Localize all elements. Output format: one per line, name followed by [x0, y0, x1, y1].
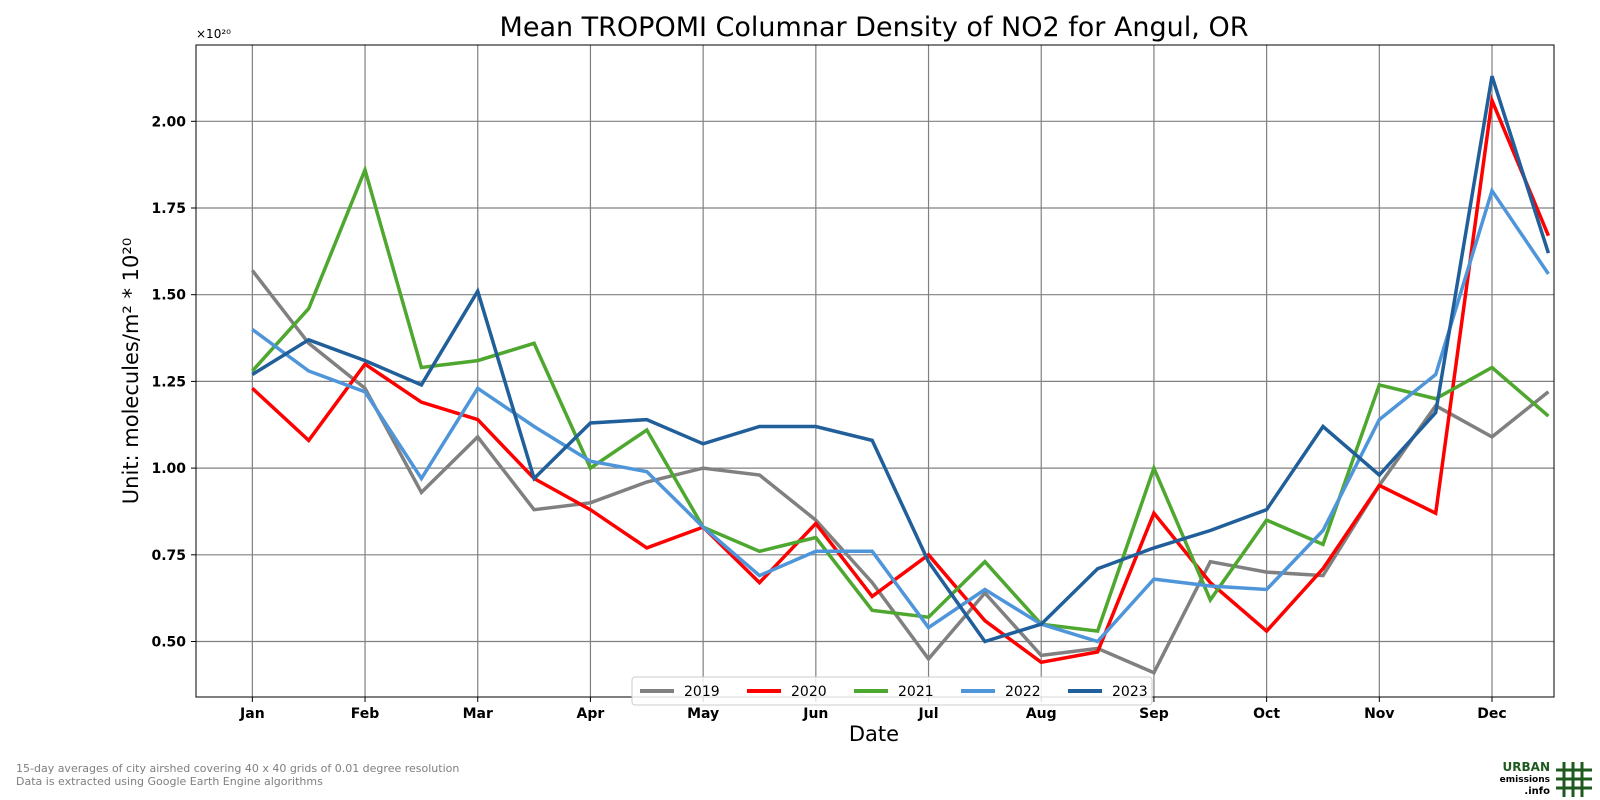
x-tick-label: Mar: [463, 706, 493, 722]
series-line-2020: [251, 93, 1551, 665]
x-tick-label: Aug: [1026, 706, 1057, 722]
x-tick-label: Feb: [351, 706, 380, 722]
logo-line-3: .info: [1524, 786, 1550, 797]
y-tick-label: 1.50: [151, 288, 186, 304]
grid: [196, 45, 1554, 697]
y-axis-multiplier: ×10²⁰: [196, 27, 231, 41]
footnote-line-1: 15-day averages of city airshed covering…: [16, 762, 460, 775]
series-line-2023: [251, 75, 1551, 644]
x-tick-label: Jul: [918, 706, 939, 722]
logo-line-2: emissions: [1499, 775, 1550, 785]
x-tick-label: Sep: [1139, 706, 1169, 722]
series-lines: [250, 75, 1551, 675]
x-axis: Jan Feb Mar Apr May Jun Jul Aug Sep Oct Nov Dec: [239, 697, 1507, 722]
y-tick-label: 2.00: [151, 114, 186, 130]
x-axis-label: Date: [849, 722, 899, 746]
x-tick-label: Nov: [1364, 706, 1394, 722]
logo-line-1: URBAN: [1502, 760, 1550, 774]
legend-box: [631, 676, 1153, 706]
series-line-2022: [251, 186, 1550, 644]
y-tick-label: 0.75: [151, 548, 186, 564]
y-tick-label: 1.75: [151, 201, 186, 217]
x-tick-label: Jun: [802, 706, 828, 722]
plot-frame: [195, 44, 1555, 698]
x-tick-label: Dec: [1477, 706, 1506, 722]
y-axis-label: Unit: molecules/m² * 10²⁰: [119, 238, 143, 504]
y-axis: 0.50 0.75 1.00 1.25 1.50 1.75 2.00: [151, 114, 196, 651]
y-tick-label: 1.00: [151, 461, 186, 477]
legend-label: 2020: [791, 684, 827, 700]
footnote-line-2: Data is extracted using Google Earth Eng…: [16, 775, 323, 788]
legend-label: 2019: [684, 684, 720, 700]
series-line-2019: [250, 269, 1550, 675]
x-tick-label: Jan: [239, 706, 265, 722]
legend: 2019 2020 2021 2022 2023: [631, 676, 1153, 706]
chart-title: Mean TROPOMI Columnar Density of NO2 for…: [500, 12, 1249, 43]
grid-logo-icon: [1556, 762, 1592, 797]
series-line-2021: [251, 164, 1550, 634]
y-tick-label: 0.50: [151, 635, 186, 651]
x-tick-label: Apr: [577, 706, 605, 722]
x-tick-label: May: [687, 706, 719, 722]
legend-label: 2022: [1005, 684, 1041, 700]
x-tick-label: Oct: [1253, 706, 1280, 722]
y-tick-label: 1.25: [151, 374, 186, 390]
legend-label: 2023: [1112, 684, 1148, 700]
legend-label: 2021: [898, 684, 934, 700]
urban-emissions-logo: URBAN emissions .info: [1474, 760, 1594, 798]
